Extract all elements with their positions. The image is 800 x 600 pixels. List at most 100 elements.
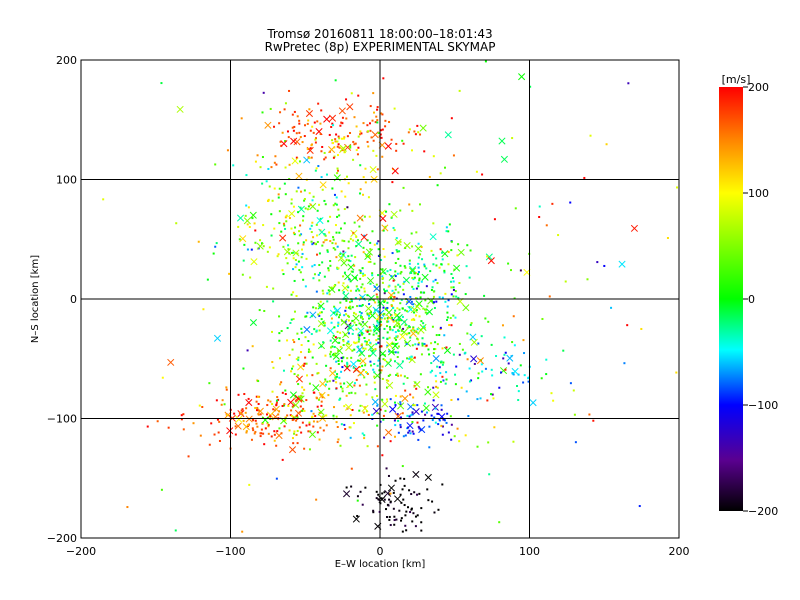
data-point-dot [408,306,411,309]
data-point-cross [387,348,396,356]
data-point-dot [388,498,391,501]
data-point-dot [354,342,357,345]
data-point-dot [446,412,449,415]
data-point-dot [464,434,467,437]
data-point-dot [377,132,380,135]
data-point-cross [342,292,350,300]
x-tick-label: 0 [377,545,384,558]
data-point-dot [260,242,263,245]
data-point-dot [504,351,507,354]
data-point-dot [358,384,361,387]
data-point-dot [427,499,430,502]
data-point-dot [383,327,386,330]
data-point-dot [426,488,429,491]
data-point-dot [456,254,459,257]
data-point-dot [314,137,317,140]
data-point-dot [309,203,312,206]
data-point-dot [259,413,262,416]
data-point-dot [261,182,264,185]
data-point-dot [415,309,418,312]
data-point-dot [513,297,516,300]
data-point-dot [425,267,428,270]
data-point-dot [410,508,413,511]
data-point-dot [359,188,362,191]
data-point-dot [430,288,433,291]
data-point-dot [275,403,278,406]
data-point-dot [388,518,391,521]
data-point-dot [267,167,270,170]
data-point-cross [377,299,385,307]
data-point-dot [288,163,291,166]
data-point-dot [301,409,304,412]
data-point-dot [290,227,293,230]
data-point-dot [323,324,326,327]
data-point-dot [395,149,398,152]
data-point-cross [371,131,379,139]
data-point-dot [491,374,494,377]
data-point-dot [378,321,381,324]
data-point-dot [381,268,384,271]
data-point-dot [305,239,308,242]
data-point-dot [377,493,380,496]
data-point-dot [318,306,321,309]
data-point-dot [465,390,468,393]
data-point-dot [421,344,424,347]
data-point-dot [255,400,258,403]
data-point-cross [384,489,392,497]
data-point-dot [417,131,420,134]
data-point-dot [355,125,358,128]
data-point-dot [232,164,235,167]
data-point-dot [304,124,307,127]
data-point-cross [618,260,626,268]
data-point-dot [279,111,282,114]
data-point-dot [399,264,402,267]
data-point-cross [444,131,452,139]
data-point-dot [299,136,302,139]
data-point-dot [251,217,254,220]
data-point-dot [417,256,420,259]
data-point-cross [470,355,478,363]
data-point-dot [307,348,310,351]
data-point-dot [436,365,439,368]
data-point-dot [416,514,419,517]
data-point-dot [180,414,183,417]
data-point-dot [457,243,460,246]
data-point-dot [292,251,295,254]
data-point-dot [270,435,273,438]
data-point-cross [334,306,342,315]
data-point-dot [382,418,385,421]
data-point-dot [303,135,306,138]
data-point-cross [422,404,430,412]
data-point-dot [375,154,378,157]
data-point-dot [341,387,344,390]
data-point-dot [447,263,450,266]
data-point-dot [299,395,302,398]
data-point-dot [332,353,335,356]
data-point-dot [334,336,337,339]
data-point-dot [393,295,396,298]
data-point-dot [414,525,417,528]
data-point-dot [450,249,453,252]
data-point-dot [436,343,439,346]
data-point-dot [410,318,413,321]
data-point-dot [338,398,341,401]
data-point-dot [359,272,362,275]
data-point-dot [376,364,379,367]
data-point-dot [347,286,350,289]
data-point-dot [308,448,311,451]
data-point-dot [342,339,345,342]
data-point-dot [389,268,392,271]
data-point-dot [281,458,284,461]
data-point-dot [432,155,435,158]
data-point-dot [347,247,350,250]
data-point-dot [550,392,553,395]
data-point-dot [369,360,372,363]
data-point-cross [328,146,336,154]
data-point-dot [238,238,241,241]
data-point-cross [343,490,351,498]
data-point-dot [285,220,288,223]
data-point-dot [342,253,345,256]
data-point-dot [323,322,326,325]
data-point-dot [418,492,421,495]
data-point-dot [274,409,277,412]
